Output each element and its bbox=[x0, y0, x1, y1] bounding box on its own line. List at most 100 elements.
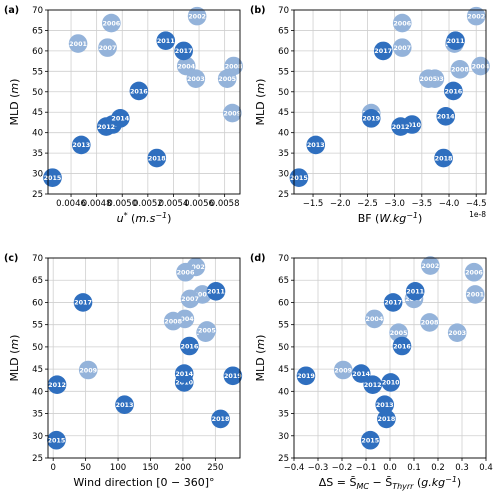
data-point-label: 2013 bbox=[72, 141, 90, 149]
point-2017: 2017 bbox=[73, 293, 93, 312]
data-point-label: 2007 bbox=[393, 44, 411, 52]
y-tick-label: 25 bbox=[278, 454, 289, 464]
y-tick-label: 30 bbox=[278, 432, 289, 442]
data-point-marker bbox=[351, 364, 371, 383]
data-point-label: 2006 bbox=[102, 19, 120, 27]
data-point-marker bbox=[206, 282, 226, 301]
data-point-label: 2008 bbox=[164, 317, 182, 325]
x-tick-label: 100 bbox=[110, 463, 126, 473]
data-point-label: 2012 bbox=[392, 123, 410, 131]
data-point-marker bbox=[361, 109, 381, 128]
data-point-label: 2018 bbox=[378, 415, 396, 423]
panel-d: −0.4 −0.3 −0.2 −0.1 0.0 0.1 0.2 0.3 0.4 25 30 35 40 4… bbox=[250, 253, 493, 491]
x-tick-label: −2.0 bbox=[330, 199, 351, 209]
x-tick-label: 0.0058 bbox=[210, 199, 240, 209]
data-point-label: 2012 bbox=[364, 381, 382, 389]
point-2017: 2017 bbox=[174, 41, 193, 61]
panel-label: (d) bbox=[250, 253, 265, 264]
point-2010: 2010 bbox=[381, 373, 400, 392]
data-point-marker bbox=[471, 56, 490, 76]
y-tick-label: 55 bbox=[32, 67, 43, 77]
point-2015: 2015 bbox=[361, 430, 380, 450]
data-point-label: 2011 bbox=[157, 37, 175, 45]
data-point-label: 2016 bbox=[130, 87, 148, 95]
data-point-marker bbox=[176, 262, 195, 282]
data-point-marker bbox=[96, 117, 116, 136]
x-tick-label: −3.5 bbox=[411, 199, 432, 209]
data-point-label: 2011 bbox=[447, 37, 465, 45]
data-point-label: 2009 bbox=[223, 109, 241, 117]
data-point-marker bbox=[392, 38, 412, 57]
point-2011: 2011 bbox=[446, 31, 465, 50]
y-axis-label: MLD (m) bbox=[254, 79, 267, 126]
data-point-marker bbox=[102, 13, 121, 33]
data-point-label: 2014 bbox=[352, 370, 370, 378]
point-2014: 2014 bbox=[436, 107, 455, 126]
data-point-label: 2018 bbox=[212, 415, 230, 423]
y-tick-label: 30 bbox=[278, 170, 289, 180]
data-point-marker bbox=[383, 293, 403, 312]
data-point-label: 2002 bbox=[421, 262, 439, 270]
x-tick-label: −4.5 bbox=[466, 199, 487, 209]
data-point-label: 2002 bbox=[188, 12, 206, 20]
y-tick-label: 70 bbox=[32, 254, 43, 264]
y-tick-label: 40 bbox=[278, 129, 289, 139]
point-2009: 2009 bbox=[223, 103, 242, 123]
data-point-marker bbox=[187, 6, 207, 26]
x-tick-label: 50 bbox=[80, 463, 91, 473]
point-2012: 2012 bbox=[47, 375, 67, 394]
data-point-marker bbox=[381, 373, 401, 392]
point-2015: 2015 bbox=[43, 168, 62, 187]
point-2003: 2003 bbox=[186, 69, 206, 88]
data-point-marker bbox=[363, 375, 383, 394]
x-axis-label: ΔS = S̄MC − S̄Thyrr (g.kg−1) bbox=[319, 475, 461, 491]
x-tick-label: 0 bbox=[50, 463, 55, 473]
data-point-marker bbox=[129, 81, 149, 101]
point-2013: 2013 bbox=[375, 395, 395, 414]
data-point-label: 2005 bbox=[218, 75, 236, 83]
point-2008: 2008 bbox=[420, 313, 439, 332]
point-2018: 2018 bbox=[434, 148, 453, 168]
point-2004: 2004 bbox=[365, 309, 384, 329]
plot-frame bbox=[47, 9, 241, 195]
data-point-marker bbox=[71, 135, 91, 155]
data-point-label: 2002 bbox=[467, 12, 485, 20]
data-point-label: 2008 bbox=[225, 62, 243, 70]
data-point-marker bbox=[296, 366, 316, 386]
point-2019: 2019 bbox=[223, 366, 242, 386]
data-point-marker bbox=[464, 262, 484, 282]
data-point-label: 2007 bbox=[181, 295, 199, 303]
data-point-marker bbox=[375, 395, 395, 414]
point-2004: 2004 bbox=[471, 56, 490, 76]
point-2014: 2014 bbox=[174, 364, 194, 383]
point-2016: 2016 bbox=[444, 81, 463, 101]
data-point-label: 2019 bbox=[297, 372, 315, 380]
point-2002: 2002 bbox=[466, 6, 486, 26]
y-tick-label: 25 bbox=[278, 190, 289, 200]
data-point-label: 2017 bbox=[384, 299, 402, 307]
point-2005: 2005 bbox=[419, 69, 438, 88]
x-tick-label: 0.2 bbox=[431, 463, 445, 473]
data-point-label: 2004 bbox=[366, 315, 384, 323]
y-tick-label: 60 bbox=[278, 298, 289, 308]
data-point-label: 2011 bbox=[406, 288, 424, 296]
data-point-marker bbox=[306, 135, 326, 155]
data-point-marker bbox=[391, 117, 410, 136]
data-point-label: 2015 bbox=[290, 174, 308, 182]
x-tick-label: 150 bbox=[142, 463, 158, 473]
data-point-label: 2013 bbox=[307, 141, 325, 149]
data-point-marker bbox=[444, 81, 463, 101]
data-point-label: 2005 bbox=[419, 75, 437, 83]
data-point-marker bbox=[436, 107, 456, 126]
y-tick-label: 60 bbox=[32, 47, 43, 57]
y-tick-label: 35 bbox=[32, 149, 43, 159]
panel-label: (c) bbox=[4, 253, 18, 264]
data-point-label: 2016 bbox=[181, 342, 199, 350]
data-point-marker bbox=[365, 309, 384, 329]
data-point-marker bbox=[450, 59, 470, 79]
data-point-marker bbox=[466, 6, 486, 26]
data-point-marker bbox=[186, 69, 206, 88]
panel-label: (b) bbox=[250, 5, 265, 16]
data-point-label: 2004 bbox=[472, 62, 490, 70]
data-point-marker bbox=[377, 409, 396, 429]
